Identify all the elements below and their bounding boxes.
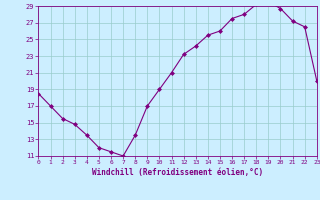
X-axis label: Windchill (Refroidissement éolien,°C): Windchill (Refroidissement éolien,°C)	[92, 168, 263, 177]
